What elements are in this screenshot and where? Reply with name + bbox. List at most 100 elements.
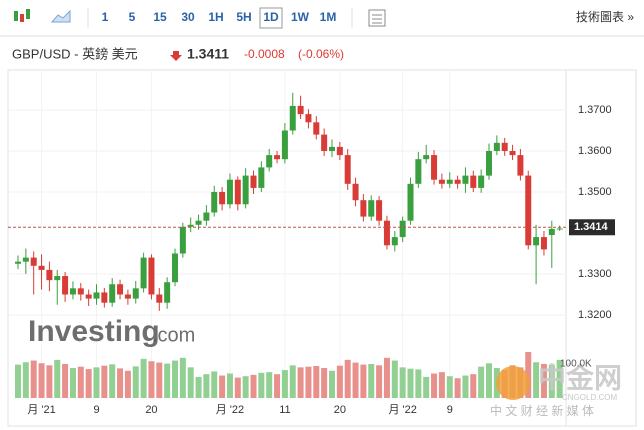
candle-body: [266, 155, 273, 168]
interval-button[interactable]: 1M: [320, 10, 337, 24]
volume-bar: [415, 369, 422, 398]
candle-body: [470, 175, 477, 188]
volume-bar: [242, 376, 249, 398]
candle-body: [438, 179, 445, 184]
interval-button[interactable]: 30: [181, 10, 195, 24]
volume-tick-label: 100.0K: [560, 359, 592, 370]
interval-button[interactable]: 5: [129, 10, 136, 24]
candle-body: [164, 282, 171, 303]
current-price-label: 1.3414: [574, 221, 609, 233]
candle-body: [376, 200, 383, 221]
candle-body: [336, 146, 343, 156]
candle-body: [62, 276, 69, 295]
volume-bar: [470, 374, 477, 398]
volume-bar: [454, 378, 461, 398]
volume-bar: [336, 365, 343, 398]
volume-bar: [211, 371, 218, 398]
candle-body: [15, 261, 21, 264]
interval-button[interactable]: 1: [102, 10, 109, 24]
candle-body: [540, 237, 547, 250]
candle-body: [493, 142, 500, 152]
candle-body: [462, 175, 469, 184]
volume-bar: [478, 366, 485, 398]
volume-bar: [85, 369, 92, 398]
volume-bar: [109, 364, 116, 398]
candle-body: [478, 175, 485, 188]
y-tick-label: 1.3300: [578, 268, 612, 280]
candle-body: [501, 142, 508, 152]
volume-bar: [54, 359, 61, 398]
settings-icon[interactable]: [368, 9, 386, 27]
volume-bar: [486, 363, 492, 398]
candle-body: [77, 288, 84, 295]
candle-body: [46, 269, 53, 281]
interval-button[interactable]: 1W: [291, 10, 310, 24]
volume-bar: [438, 372, 445, 398]
volume-bar: [203, 374, 210, 398]
candle-body: [423, 155, 430, 160]
volume-bar: [383, 357, 390, 398]
candle-body: [297, 105, 304, 115]
interval-button[interactable]: 1H: [208, 10, 223, 24]
candle-body: [187, 224, 194, 227]
candle-body: [195, 220, 202, 225]
volume-bar: [329, 370, 335, 398]
volume-bar: [164, 363, 171, 398]
volume-bar: [525, 352, 532, 398]
y-tick-label: 1.3500: [578, 186, 612, 198]
candle-body: [242, 175, 249, 205]
interval-button[interactable]: 1D: [263, 10, 279, 24]
volume-bar: [179, 357, 186, 398]
candle-body: [383, 220, 390, 246]
candle-body: [454, 179, 461, 184]
x-tick-label: 9: [447, 404, 453, 416]
candle-body: [486, 151, 492, 176]
candle-body: [407, 183, 414, 221]
candle-icon[interactable]: [14, 9, 30, 22]
watermark-site-url: CNGOLD.COM: [562, 393, 617, 402]
candle-body: [30, 257, 37, 266]
candle-body: [211, 192, 218, 213]
volume-bar: [399, 367, 406, 398]
volume-bar: [446, 376, 453, 398]
candle-body: [203, 212, 210, 221]
candle-body: [415, 159, 422, 184]
watermark-brand-suffix: .com: [152, 324, 195, 346]
volume-bar: [258, 372, 265, 398]
candle-body: [101, 292, 108, 303]
volume-bar: [140, 358, 147, 398]
volume-bar: [281, 370, 288, 398]
volume-bar: [250, 374, 257, 398]
interval-button[interactable]: 15: [153, 10, 167, 24]
volume-bar: [187, 367, 194, 398]
watermark-site: 中金网: [538, 361, 622, 393]
volume-bar: [46, 365, 53, 398]
current-price-box: [569, 219, 615, 236]
y-tick-label: 1.3600: [578, 145, 612, 157]
x-tick-label: 20: [334, 404, 346, 416]
volume-bar: [101, 365, 108, 398]
direction-arrow: [170, 51, 182, 61]
candle-body: [344, 155, 351, 184]
candle-body: [93, 292, 100, 299]
icon-part: [14, 11, 18, 21]
interval-button[interactable]: 5H: [236, 10, 251, 24]
volume-bar: [195, 376, 202, 398]
candle-body: [156, 294, 163, 303]
candle-body: [556, 228, 563, 230]
volume-bar: [423, 376, 430, 398]
volume-bar: [77, 366, 84, 398]
volume-bar: [391, 360, 398, 398]
volume-bar: [30, 360, 37, 398]
candle-body: [352, 183, 359, 201]
candle-body: [219, 192, 226, 205]
volume-bar: [226, 373, 233, 398]
technical-chart-link[interactable]: 技術圖表 »: [576, 10, 634, 24]
volume-bar: [289, 365, 296, 398]
volume-bar: [234, 377, 241, 398]
candle-body: [85, 294, 92, 299]
x-tick-label: 11: [279, 404, 290, 416]
area-icon[interactable]: [50, 9, 71, 23]
